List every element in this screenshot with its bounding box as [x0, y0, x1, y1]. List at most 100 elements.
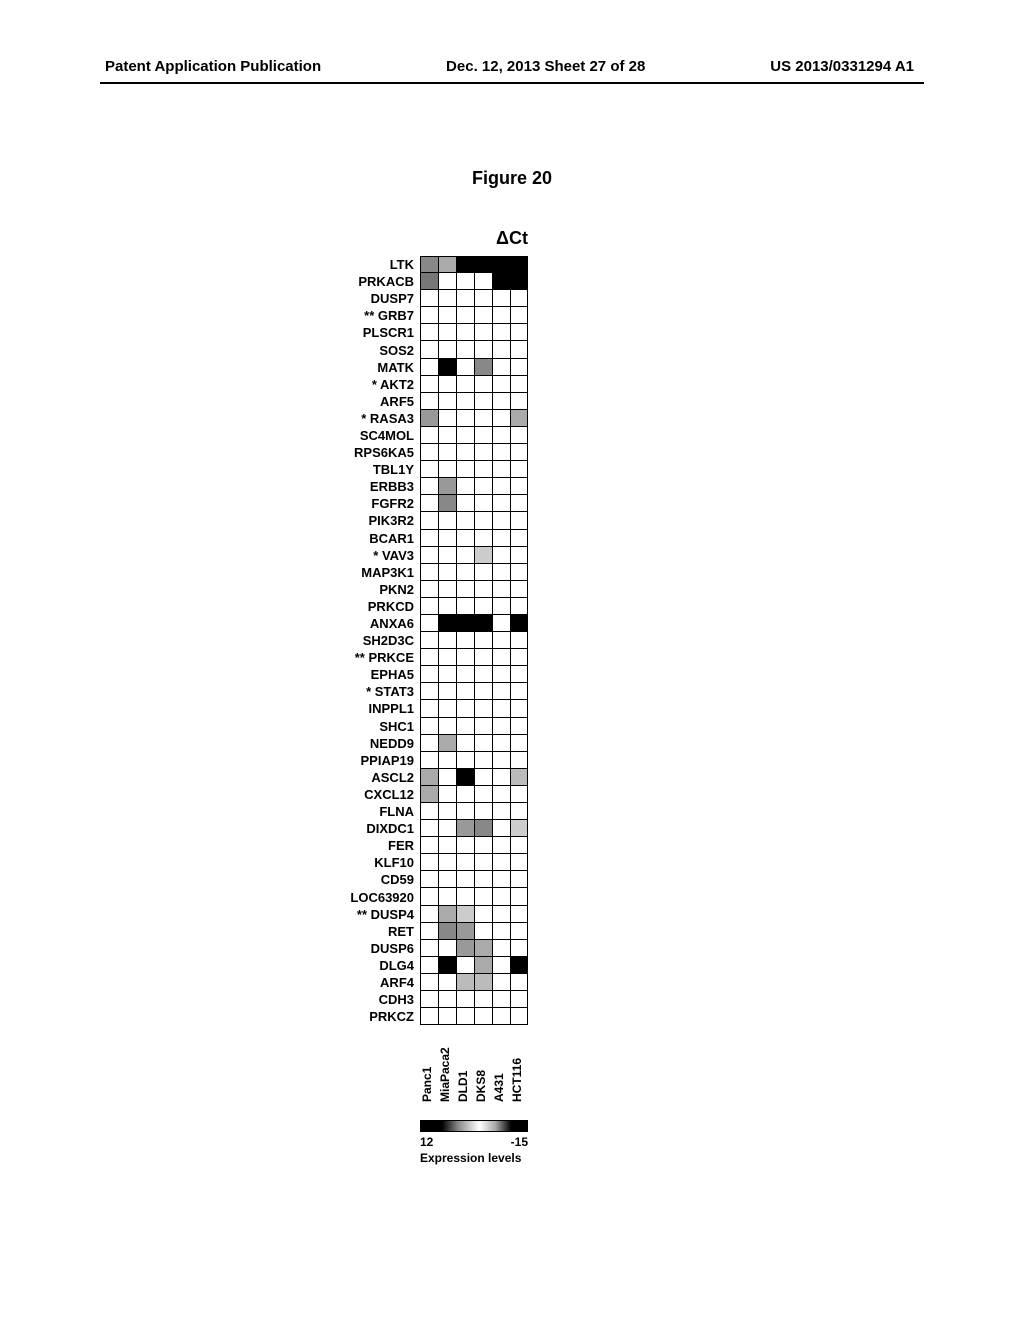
heatmap-cell [474, 615, 492, 632]
heatmap-cell [492, 718, 510, 735]
heatmap-row: RPS6KA5 [302, 444, 722, 461]
legend-min: 12 [420, 1135, 433, 1149]
header-right: US 2013/0331294 A1 [770, 58, 914, 75]
gene-label: LOC63920 [302, 890, 420, 905]
heatmap-cell [456, 854, 474, 871]
heatmap-cell [456, 530, 474, 547]
heatmap-cell [510, 307, 528, 324]
heatmap-cell [420, 700, 438, 717]
heatmap-row: * STAT3 [302, 683, 722, 700]
heatmap-cells [420, 735, 528, 752]
gene-label: ANXA6 [302, 616, 420, 631]
heatmap-row: SH2D3C [302, 632, 722, 649]
heatmap-cells [420, 888, 528, 905]
heatmap-cells [420, 393, 528, 410]
heatmap-cell [438, 359, 456, 376]
heatmap-cell [420, 410, 438, 427]
heatmap-cell [420, 871, 438, 888]
heatmap-cell [420, 290, 438, 307]
heatmap-cells [420, 615, 528, 632]
heatmap-cells [420, 598, 528, 615]
heatmap-cell [474, 906, 492, 923]
heatmap-cell [492, 906, 510, 923]
heatmap-cell [510, 957, 528, 974]
gene-label: DUSP7 [302, 291, 420, 306]
heatmap-cells [420, 256, 528, 273]
heatmap-cell [420, 769, 438, 786]
heatmap-cell [420, 752, 438, 769]
heatmap-cell [456, 273, 474, 290]
heatmap-row: MATK [302, 359, 722, 376]
heatmap-cell [456, 940, 474, 957]
heatmap-cell [510, 410, 528, 427]
heatmap-cell [456, 410, 474, 427]
heatmap-cells [420, 871, 528, 888]
heatmap-cell [420, 940, 438, 957]
heatmap-cell [510, 581, 528, 598]
heatmap-cell [456, 1008, 474, 1025]
heatmap-cell [420, 444, 438, 461]
heatmap-cell [438, 393, 456, 410]
heatmap-row: INPPL1 [302, 700, 722, 717]
heatmap-cell [420, 786, 438, 803]
xaxis-label: MiaPaca2 [438, 1038, 456, 1104]
heatmap-cell [492, 512, 510, 529]
heatmap-cell [420, 632, 438, 649]
heatmap-cell [474, 393, 492, 410]
heatmap-cell [510, 786, 528, 803]
heatmap-cell [474, 957, 492, 974]
xaxis-label: DLD1 [456, 1038, 474, 1104]
heatmap-cell [420, 906, 438, 923]
legend-max: -15 [511, 1135, 528, 1149]
heatmap-cell [456, 649, 474, 666]
heatmap-cell [474, 666, 492, 683]
heatmap-row: LTK [302, 256, 722, 273]
heatmap-cell [474, 324, 492, 341]
gene-label: EPHA5 [302, 667, 420, 682]
heatmap-cell [438, 666, 456, 683]
heatmap-cell [492, 478, 510, 495]
heatmap-cell [474, 547, 492, 564]
heatmap: LTKPRKACBDUSP7** GRB7PLSCR1SOS2MATK* AKT… [302, 256, 722, 1025]
heatmap-cell [510, 923, 528, 940]
heatmap-cell [492, 735, 510, 752]
heatmap-row: ERBB3 [302, 478, 722, 495]
heatmap-row: FLNA [302, 803, 722, 820]
heatmap-cell [492, 547, 510, 564]
heatmap-cell [420, 393, 438, 410]
heatmap-cell [420, 923, 438, 940]
heatmap-cell [420, 649, 438, 666]
heatmap-row: ** DUSP4 [302, 906, 722, 923]
heatmap-cell [492, 923, 510, 940]
xaxis-label: Panc1 [420, 1038, 438, 1104]
heatmap-cell [510, 735, 528, 752]
heatmap-cell [510, 495, 528, 512]
gene-label: RET [302, 924, 420, 939]
heatmap-cell [474, 683, 492, 700]
heatmap-cell [420, 359, 438, 376]
heatmap-cell [492, 564, 510, 581]
heatmap-cell [438, 906, 456, 923]
heatmap-cells [420, 803, 528, 820]
xaxis-label: A431 [492, 1038, 510, 1104]
heatmap-cell [492, 1008, 510, 1025]
heatmap-cells [420, 359, 528, 376]
heatmap-cell [474, 410, 492, 427]
heatmap-cell [420, 854, 438, 871]
heatmap-cell [420, 820, 438, 837]
heatmap-cells [420, 324, 528, 341]
heatmap-cell [492, 598, 510, 615]
heatmap-cell [438, 495, 456, 512]
heatmap-row: ** GRB7 [302, 307, 722, 324]
heatmap-cell [438, 974, 456, 991]
heatmap-cell [438, 957, 456, 974]
heatmap-cell [492, 341, 510, 358]
heatmap-cell [420, 683, 438, 700]
heatmap-cell [492, 820, 510, 837]
heatmap-cell [456, 991, 474, 1008]
heatmap-cell [420, 1008, 438, 1025]
heatmap-cell [438, 273, 456, 290]
heatmap-row: FER [302, 837, 722, 854]
heatmap-cell [474, 752, 492, 769]
heatmap-cell [474, 923, 492, 940]
